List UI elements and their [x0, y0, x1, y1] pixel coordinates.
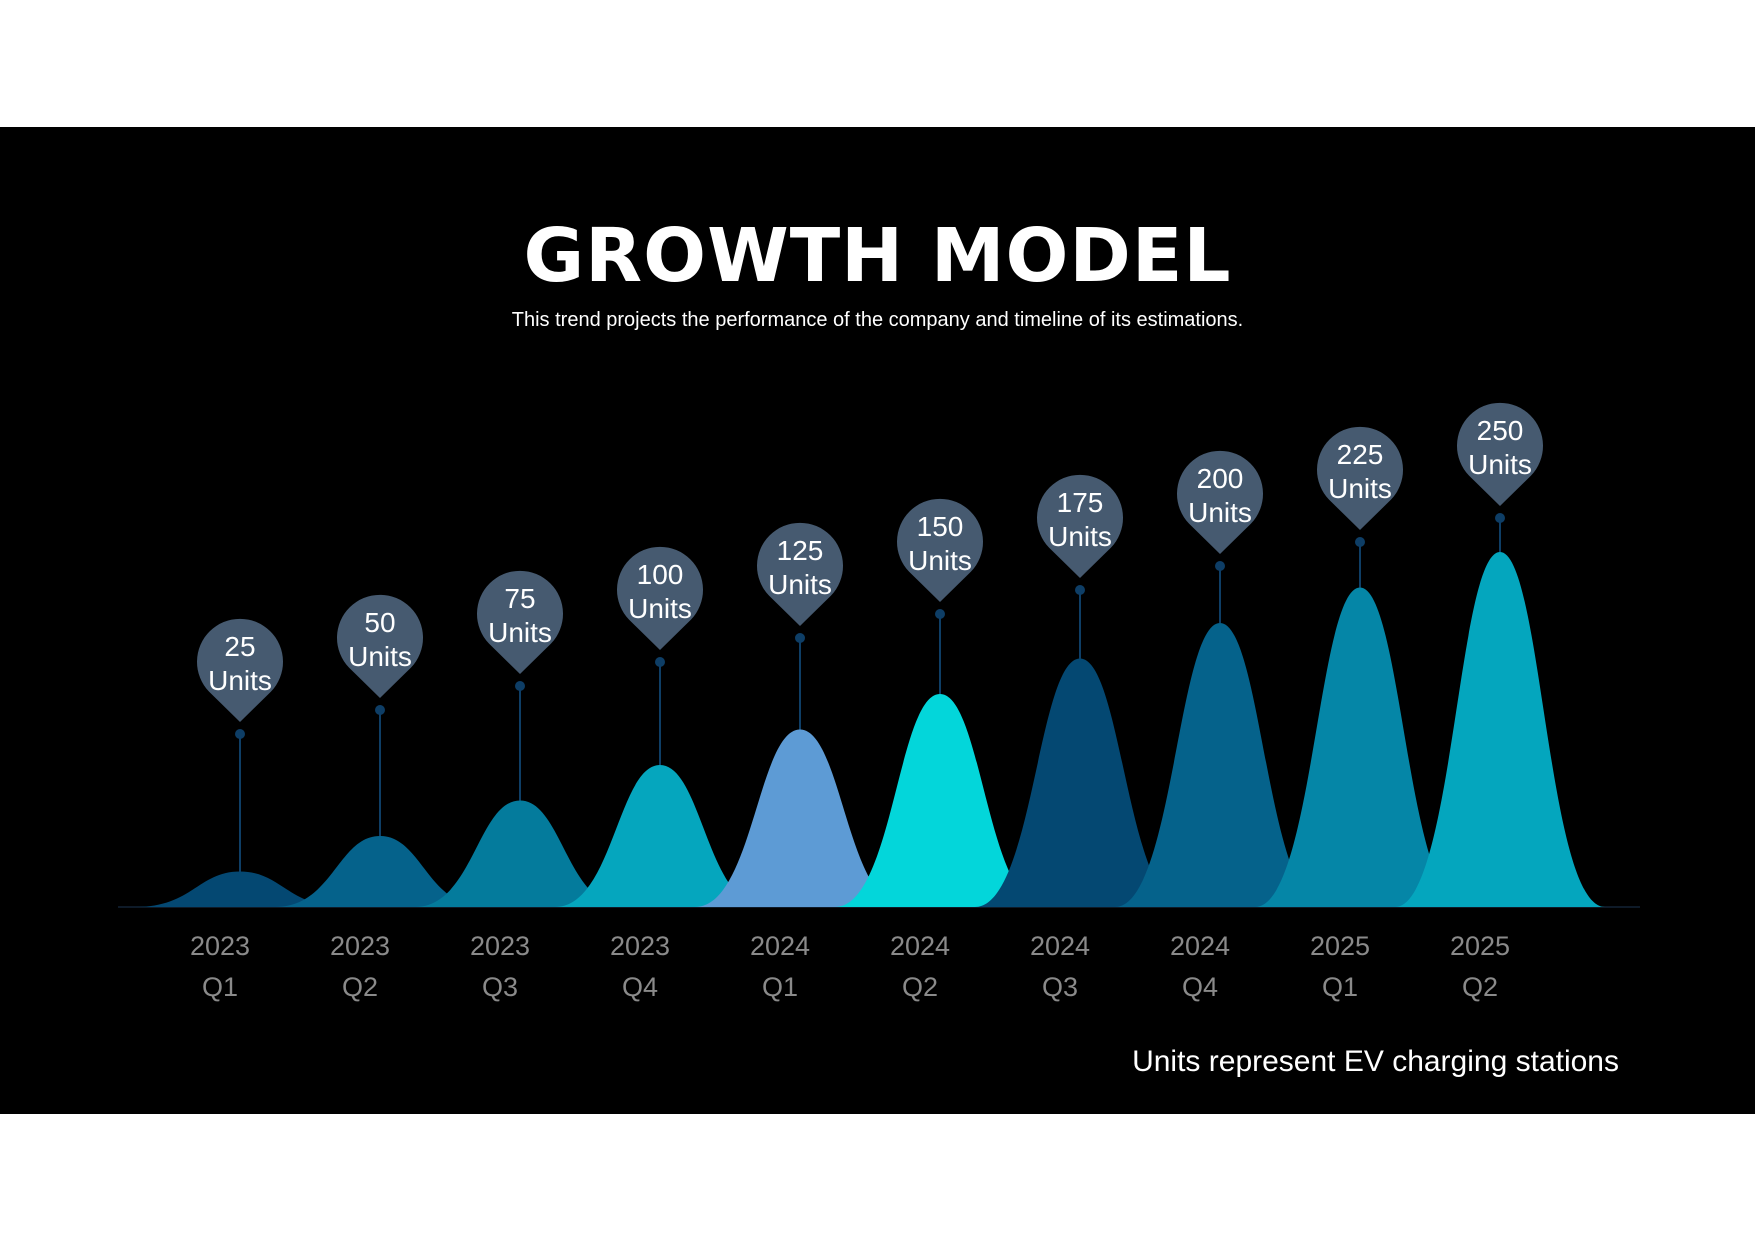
x-tick-year-2: 2023	[330, 931, 390, 961]
x-tick-quarter-3: Q3	[482, 972, 518, 1002]
x-tick-quarter-4: Q4	[622, 972, 658, 1002]
value-unit-5: Units	[768, 569, 832, 600]
x-tick-quarter-10: Q2	[1462, 972, 1498, 1002]
value-marker-6	[897, 498, 984, 602]
stem-dot-9	[1355, 537, 1365, 547]
x-tick-year-9: 2025	[1310, 931, 1370, 961]
stem-dot-8	[1215, 561, 1225, 571]
x-tick-year-10: 2025	[1450, 931, 1510, 961]
footnote: Units represent EV charging stations	[1132, 1045, 1619, 1078]
x-tick-quarter-6: Q2	[902, 972, 938, 1002]
value-marker-7	[1037, 474, 1123, 578]
value-unit-6: Units	[908, 545, 972, 576]
stem-dot-3	[515, 681, 525, 691]
x-tick-year-1: 2023	[190, 931, 250, 961]
x-tick-quarter-2: Q2	[342, 972, 378, 1002]
page-title: GROWTH MODEL	[523, 213, 1232, 299]
value-marker-2	[337, 594, 424, 698]
value-unit-1: Units	[208, 665, 272, 696]
peak-9	[1255, 587, 1465, 907]
value-marker-4	[617, 546, 703, 650]
value-label-10: 250	[1477, 415, 1524, 446]
peak-3	[415, 800, 625, 907]
x-tick-quarter-8: Q4	[1182, 972, 1218, 1002]
slide: GROWTH MODEL This trend projects the per…	[0, 127, 1755, 1114]
x-tick-year-3: 2023	[470, 931, 530, 961]
value-unit-10: Units	[1468, 449, 1532, 480]
value-label-9: 225	[1337, 439, 1384, 470]
value-marker-3	[477, 570, 563, 674]
value-unit-9: Units	[1328, 473, 1392, 504]
x-tick-year-6: 2024	[890, 931, 950, 961]
x-tick-quarter-1: Q1	[202, 972, 238, 1002]
stem-dot-6	[935, 609, 945, 619]
x-tick-year-7: 2024	[1030, 931, 1090, 961]
value-unit-3: Units	[488, 617, 552, 648]
peak-6	[835, 694, 1045, 907]
x-tick-year-5: 2024	[750, 931, 810, 961]
value-label-6: 150	[917, 511, 964, 542]
value-marker-5	[757, 522, 844, 626]
x-tick-quarter-7: Q3	[1042, 972, 1078, 1002]
x-tick-quarter-5: Q1	[762, 972, 798, 1002]
x-tick-year-4: 2023	[610, 931, 670, 961]
x-tick-quarter-9: Q1	[1322, 972, 1358, 1002]
stem-dot-1	[235, 729, 245, 739]
page-subtitle: This trend projects the performance of t…	[511, 309, 1244, 331]
peak-2	[275, 836, 485, 907]
peak-10	[1395, 552, 1605, 907]
value-unit-4: Units	[628, 593, 692, 624]
value-marker-1	[196, 618, 283, 722]
value-unit-8: Units	[1188, 497, 1252, 528]
value-label-1: 25	[224, 631, 255, 662]
peak-8	[1115, 623, 1325, 907]
peak-5	[695, 729, 905, 907]
value-label-8: 200	[1197, 463, 1244, 494]
stem-dot-5	[795, 633, 805, 643]
peak-4	[555, 765, 765, 907]
value-label-7: 175	[1057, 487, 1104, 518]
growth-chart: 25Units2023Q150Units2023Q275Units2023Q31…	[118, 402, 1640, 1002]
value-label-2: 50	[364, 607, 395, 638]
value-marker-8	[1177, 450, 1263, 554]
value-marker-10	[1456, 402, 1543, 506]
stem-dot-7	[1075, 585, 1085, 595]
stem-dot-10	[1495, 513, 1505, 523]
x-tick-year-8: 2024	[1170, 931, 1230, 961]
value-marker-9	[1317, 426, 1403, 530]
value-label-4: 100	[637, 559, 684, 590]
value-unit-7: Units	[1048, 521, 1112, 552]
peak-1	[135, 871, 345, 907]
stem-dot-2	[375, 705, 385, 715]
peak-7	[975, 658, 1185, 907]
value-label-3: 75	[504, 583, 535, 614]
stem-dot-4	[655, 657, 665, 667]
value-label-5: 125	[777, 535, 824, 566]
value-unit-2: Units	[348, 641, 412, 672]
